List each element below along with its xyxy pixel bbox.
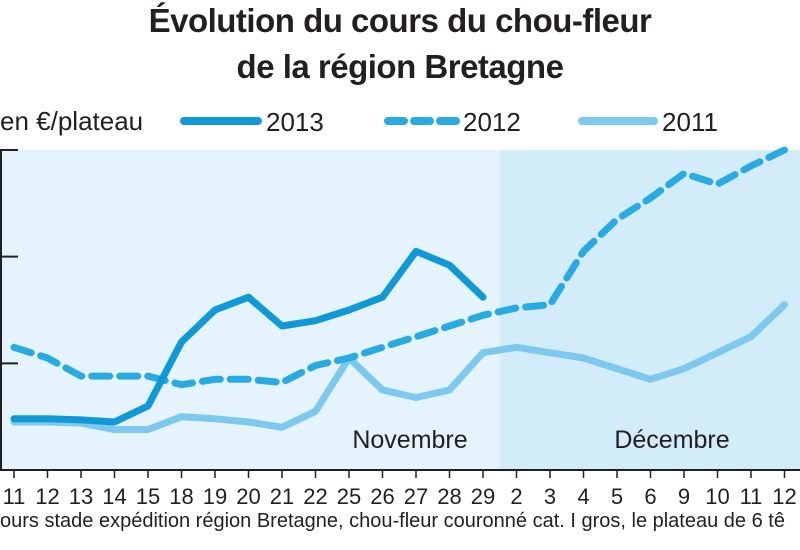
- x-tick-label: 12: [35, 484, 59, 509]
- x-tick-label: 10: [705, 484, 729, 509]
- x-tick-label: 9: [678, 484, 690, 509]
- x-tick-label: 11: [740, 484, 763, 509]
- x-tick-label: 28: [437, 484, 461, 509]
- x-tick-label: 15: [136, 484, 160, 509]
- chart-footnote: ours stade expédition région Bretagne, c…: [0, 510, 785, 532]
- x-tick-label: 20: [236, 484, 260, 509]
- x-tick-label: 6: [644, 484, 656, 509]
- x-tick-label: 13: [69, 484, 93, 509]
- x-tick-label: 3: [544, 484, 556, 509]
- x-tick-label: 29: [471, 484, 495, 509]
- legend-label-2011: 2011: [662, 107, 718, 137]
- x-tick-label: 5: [611, 484, 623, 509]
- x-tick-label: 19: [203, 484, 227, 509]
- chart-title-line-2: de la région Bretagne: [236, 48, 564, 85]
- x-tick-label: 26: [370, 484, 394, 509]
- period-label-novembre: Novembre: [352, 426, 467, 454]
- x-tick-label: 4: [577, 484, 589, 509]
- series-line-2012: [10, 146, 788, 389]
- legend-label-2012: 2012: [463, 107, 521, 137]
- chart-title-line-1: Évolution du cours du chou-fleur: [148, 2, 652, 39]
- x-tick-label: 14: [102, 484, 126, 509]
- x-tick-label: 12: [772, 484, 796, 509]
- x-tick-label: 22: [303, 484, 327, 509]
- series-line-2011: [10, 301, 788, 433]
- x-tick-label: 11: [3, 484, 26, 509]
- x-tick-label: 21: [270, 484, 294, 509]
- legend-label-2013: 2013: [266, 107, 324, 137]
- x-tick-label: 27: [404, 484, 428, 509]
- period-label-decembre: Décembre: [614, 426, 729, 454]
- y-axis-unit-label: en €/plateau: [0, 106, 144, 136]
- x-tick-label: 18: [169, 484, 193, 509]
- x-tick-label: 25: [337, 484, 361, 509]
- period-band-decembre: [499, 150, 800, 470]
- x-tick-label: 2: [510, 484, 522, 509]
